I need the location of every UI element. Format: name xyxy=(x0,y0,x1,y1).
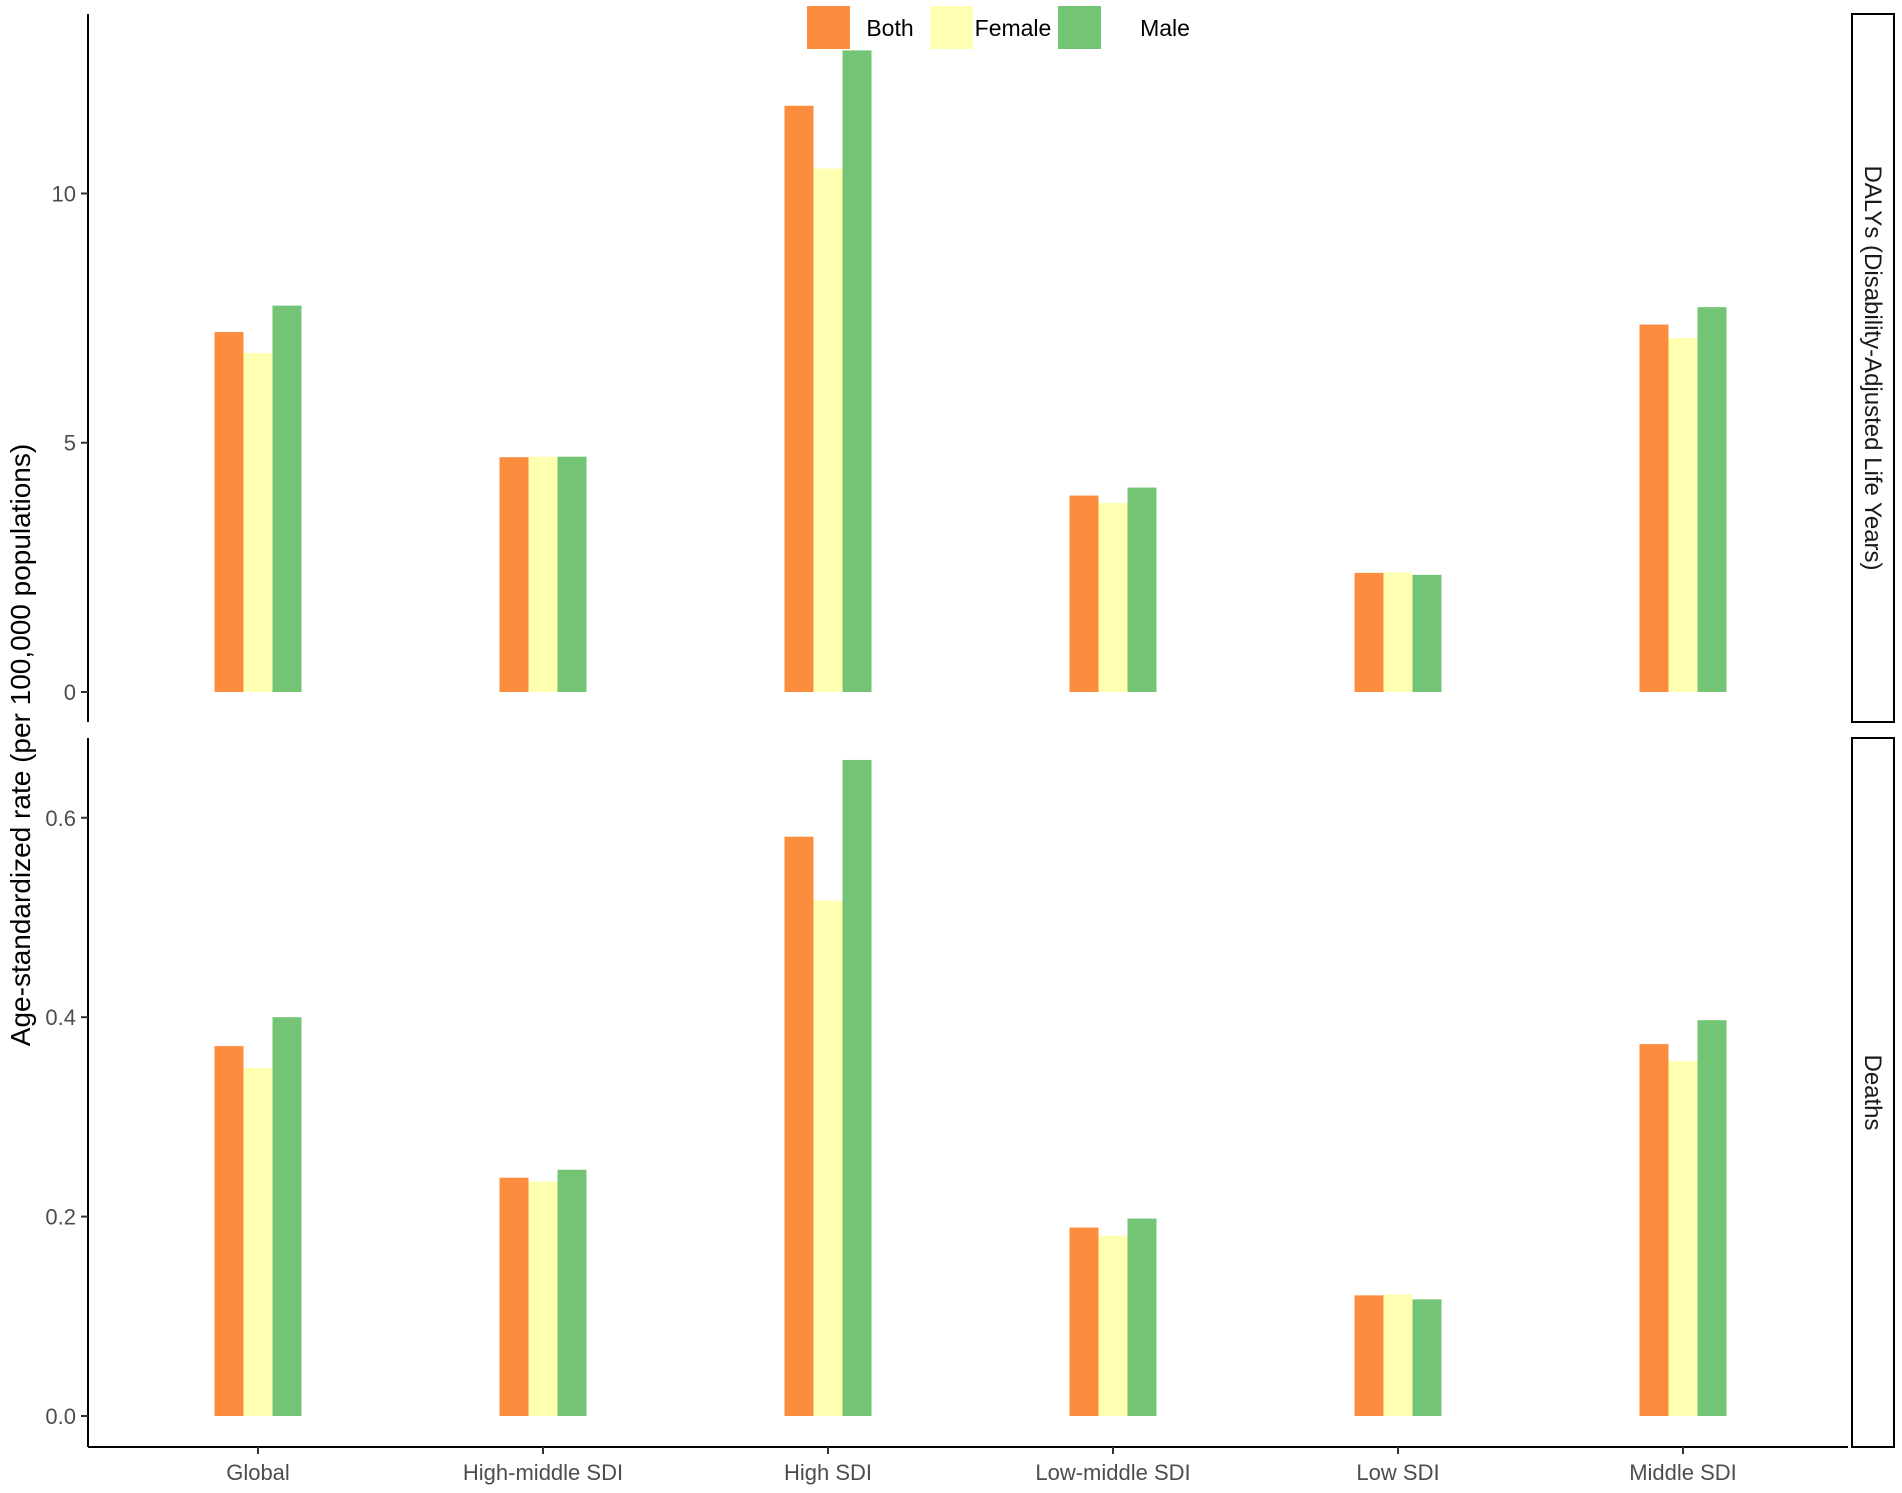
bar-female-high-sdi xyxy=(813,900,843,1416)
bar-male-low-middle-sdi xyxy=(1127,487,1157,692)
y-tick-label: 10 xyxy=(52,181,76,206)
facet-strip xyxy=(1851,737,1895,1448)
x-tick-label-global: Global xyxy=(226,1460,290,1485)
x-tick-label-high-middle-sdi: High-middle SDI xyxy=(463,1460,623,1485)
bar-female-high-middle-sdi xyxy=(528,456,558,692)
bar-male-high-middle-sdi xyxy=(557,1169,587,1416)
bar-both-global xyxy=(214,332,244,692)
bar-both-high-sdi xyxy=(784,105,814,693)
panel-deaths: 0.0 0.2 0.4 0.6 Deaths xyxy=(45,737,1895,1448)
bar-female-high-middle-sdi xyxy=(528,1181,558,1416)
y-tick-label: 0.2 xyxy=(45,1205,76,1230)
x-tick-label-middle-sdi: Middle SDI xyxy=(1629,1460,1737,1485)
bar-female-low-sdi xyxy=(1383,572,1413,692)
bar-male-high-sdi xyxy=(842,759,872,1416)
bar-female-middle-sdi xyxy=(1668,1061,1698,1416)
bar-male-low-sdi xyxy=(1412,574,1442,692)
bar-both-high-middle-sdi xyxy=(499,1177,529,1416)
bar-both-high-middle-sdi xyxy=(499,457,529,692)
legend-key xyxy=(1058,6,1101,49)
legend: Both Female Male xyxy=(807,6,1190,49)
panel-dalys-disability-adj: 0 5 10 DALYs (Disability-Adjusted Life Year… xyxy=(52,13,1895,723)
legend-label: Male xyxy=(1140,15,1190,41)
bar-female-middle-sdi xyxy=(1668,338,1698,692)
bar-both-low-middle-sdi xyxy=(1069,495,1099,692)
legend-label: Both xyxy=(866,15,913,41)
y-tick-label: 5 xyxy=(64,431,76,456)
panels: 0 5 10 DALYs (Disability-Adjusted Life Year… xyxy=(45,13,1895,1448)
bar-female-low-middle-sdi xyxy=(1098,1235,1128,1416)
bar-female-global xyxy=(243,1068,273,1416)
facet-strip-label: Deaths xyxy=(1859,1054,1886,1130)
bar-both-high-sdi xyxy=(784,836,814,1416)
legend-entry-both: Both xyxy=(807,6,914,49)
x-tick-label-low-middle-sdi: Low-middle SDI xyxy=(1035,1460,1190,1485)
bar-both-low-middle-sdi xyxy=(1069,1227,1099,1416)
bar-female-global xyxy=(243,353,273,692)
legend-label: Female xyxy=(975,15,1052,41)
bar-male-middle-sdi xyxy=(1697,1020,1727,1416)
y-tick-label: 0 xyxy=(64,680,76,705)
bar-both-middle-sdi xyxy=(1639,1044,1669,1416)
bar-male-high-middle-sdi xyxy=(557,456,587,692)
legend-key xyxy=(930,6,973,49)
legend-key xyxy=(807,6,850,49)
x-axis: Global High-middle SDI High SDI Low-middle … xyxy=(88,1446,1848,1485)
legend-entry-female: Female xyxy=(930,6,1051,49)
y-tick-label: 0.0 xyxy=(45,1404,76,1429)
bar-female-low-sdi xyxy=(1383,1294,1413,1416)
bar-male-middle-sdi xyxy=(1697,307,1727,692)
legend-entry-male: Male xyxy=(1058,6,1190,49)
bar-female-low-middle-sdi xyxy=(1098,503,1128,692)
bar-male-global xyxy=(272,305,302,692)
y-tick-label: 0.4 xyxy=(45,1005,76,1030)
bar-male-global xyxy=(272,1017,302,1416)
facet-strip-label: DALYs (Disability-Adjusted Life Years) xyxy=(1859,165,1886,570)
x-tick-label-low-sdi: Low SDI xyxy=(1356,1460,1439,1485)
x-tick-label-high-sdi: High SDI xyxy=(784,1460,872,1485)
bar-male-high-sdi xyxy=(842,50,872,692)
bar-both-low-sdi xyxy=(1354,572,1384,692)
y-tick-label: 0.6 xyxy=(45,806,76,831)
y-axis-title: Age-standardized rate (per 100,000 popul… xyxy=(5,444,36,1046)
facet-strip xyxy=(1851,13,1895,723)
bar-both-middle-sdi xyxy=(1639,324,1669,692)
bar-both-global xyxy=(214,1046,244,1416)
bar-male-low-sdi xyxy=(1412,1299,1442,1416)
bar-male-low-middle-sdi xyxy=(1127,1218,1157,1416)
bar-female-high-sdi xyxy=(813,168,843,693)
bar-both-low-sdi xyxy=(1354,1295,1384,1416)
